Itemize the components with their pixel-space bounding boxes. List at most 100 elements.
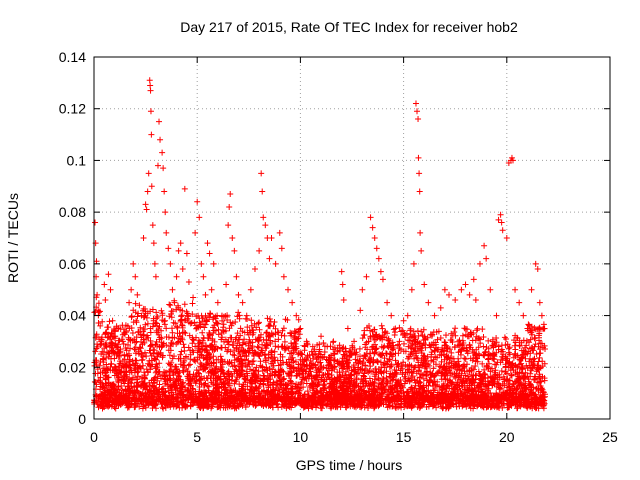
x-tick-label: 0 <box>90 429 98 445</box>
data-point <box>95 307 102 314</box>
data-point <box>371 235 378 241</box>
data-point <box>384 299 391 306</box>
x-tick-label: 15 <box>396 429 412 445</box>
data-point <box>107 286 114 293</box>
data-point <box>145 170 152 177</box>
data-point <box>190 294 197 301</box>
data-point <box>396 338 403 345</box>
x-tick-label: 10 <box>293 429 309 445</box>
data-point <box>437 304 444 311</box>
y-tick-label: 0.02 <box>59 359 86 375</box>
data-point <box>101 281 108 288</box>
y-tick-label: 0.12 <box>59 101 86 117</box>
data-point <box>367 214 374 221</box>
data-point <box>272 260 279 267</box>
data-point <box>163 229 170 236</box>
data-point <box>338 268 345 275</box>
data-point <box>297 325 304 332</box>
data-point <box>102 297 109 304</box>
data-point <box>540 325 547 332</box>
data-point <box>194 198 201 205</box>
data-point <box>147 87 154 94</box>
data-point <box>379 276 386 283</box>
y-tick-label: 0.04 <box>59 308 86 324</box>
data-point <box>483 255 490 262</box>
data-point <box>132 273 139 280</box>
data-point <box>452 297 459 304</box>
data-point <box>159 149 166 156</box>
data-point <box>202 291 209 298</box>
data-point <box>142 201 149 208</box>
data-point <box>99 348 106 355</box>
data-point <box>318 333 325 340</box>
data-point <box>111 333 118 340</box>
data-point <box>260 214 267 221</box>
data-point <box>233 273 240 280</box>
data-point <box>509 157 516 164</box>
data-point <box>128 286 135 293</box>
data-point <box>532 260 539 267</box>
data-point <box>415 154 422 161</box>
data-point <box>210 260 217 267</box>
data-point <box>150 240 157 247</box>
data-point <box>235 291 242 298</box>
data-point <box>136 302 143 309</box>
data-point <box>183 250 190 257</box>
data-point <box>167 260 174 267</box>
data-point <box>293 312 300 319</box>
data-point <box>285 286 292 293</box>
ticks-layer: 0 0.02 0.04 0.06 0.08 0.1 0.12 0.14 0 5 10 15 20 25 <box>59 49 618 445</box>
data-point <box>223 281 230 288</box>
data-point <box>503 235 510 241</box>
data-point <box>470 276 477 283</box>
data-point <box>152 273 159 280</box>
data-point <box>357 307 364 314</box>
data-point <box>400 317 407 324</box>
data-point <box>538 312 545 319</box>
dense-points-layer <box>91 294 548 412</box>
data-point <box>498 219 505 226</box>
data-point <box>441 286 448 293</box>
data-point <box>524 325 531 332</box>
y-tick-label: 0.1 <box>67 152 87 168</box>
data-point <box>204 240 211 247</box>
x-tick-label: 5 <box>193 429 201 445</box>
data-point <box>276 229 283 236</box>
data-point <box>214 299 221 306</box>
data-point <box>417 229 424 236</box>
data-point <box>92 219 99 226</box>
data-points-layer <box>92 77 547 368</box>
data-point <box>144 188 151 195</box>
data-point <box>206 250 213 257</box>
x-axis-title: GPS time / hours <box>296 457 403 473</box>
y-tick-label: 0.06 <box>59 256 86 272</box>
data-point <box>373 245 380 252</box>
data-point <box>169 286 176 293</box>
data-point <box>251 266 258 273</box>
data-point <box>162 209 169 216</box>
data-point <box>497 211 504 218</box>
data-point <box>278 245 285 252</box>
data-point <box>472 297 479 304</box>
data-point <box>528 286 535 293</box>
data-point <box>256 247 263 254</box>
data-point <box>177 240 184 247</box>
data-point <box>416 188 423 195</box>
data-point <box>208 286 215 293</box>
data-point <box>289 299 296 306</box>
data-point <box>476 260 483 267</box>
data-point <box>415 116 422 123</box>
data-point <box>351 338 358 345</box>
data-point <box>375 255 382 262</box>
data-point <box>416 170 423 177</box>
data-point <box>520 312 527 319</box>
data-point <box>344 325 351 332</box>
data-point <box>425 299 432 306</box>
data-point <box>97 322 104 329</box>
data-point <box>105 271 112 278</box>
data-point <box>143 206 150 213</box>
data-point <box>200 273 207 280</box>
data-point <box>161 188 168 195</box>
data-point <box>198 260 205 267</box>
